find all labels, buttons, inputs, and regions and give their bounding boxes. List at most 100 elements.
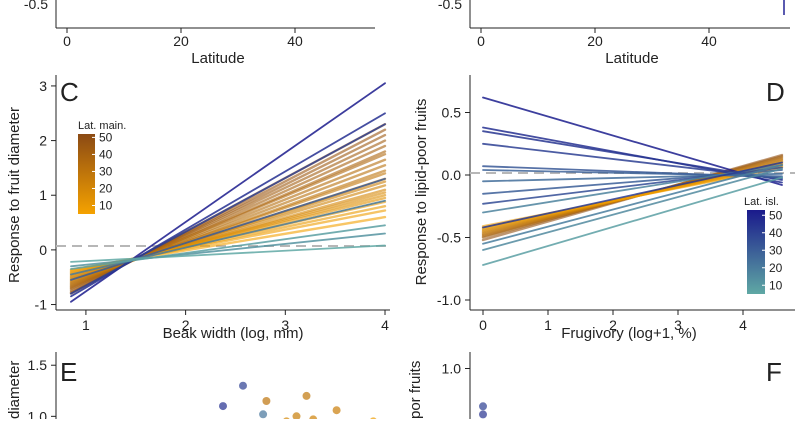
island-regression-line [482, 176, 783, 266]
x-tick-40: 40 [701, 28, 717, 49]
panel-c: C Response to fruit diameter -1 0 1 2 3 1 2 3 4… [6, 75, 390, 342]
x-tick-20: 20 [587, 28, 603, 49]
y-axis-title: Response to fruit diameter [6, 107, 23, 283]
island-regression-line [482, 161, 783, 229]
x-ticks: 1 2 3 4 [82, 310, 389, 333]
x-tick-label: 20 [587, 33, 603, 49]
x-tick-label: 1 [82, 317, 90, 333]
x-tick-label: 3 [281, 317, 289, 333]
legend-tick-label: 20 [769, 261, 783, 275]
scatter-point [479, 410, 487, 419]
scatter-point [302, 391, 311, 400]
x-tick-label: 4 [381, 317, 389, 333]
y-tick-label: 1.5 [28, 357, 48, 373]
legend-tick-label: 10 [99, 198, 113, 212]
scatter-point [479, 402, 487, 411]
legend-colorbar [747, 210, 765, 294]
x-tick-label: 1 [544, 317, 552, 333]
y-axis-title: por fruits [407, 361, 424, 419]
legend-ticks: 50 40 30 20 10 [762, 208, 783, 292]
points [219, 381, 378, 424]
panel-top-left: -0.5 0 20 40 Latitude [24, 0, 375, 67]
scatter-point [292, 412, 301, 421]
y-ticks: 1.5 1.0 [28, 357, 56, 424]
x-axis-title: Frugivory (log+1, %) [561, 325, 696, 342]
x-tick-20: 20 [173, 28, 189, 49]
legend-ticks: 50 40 30 20 10 [92, 130, 113, 212]
panel-f: F por fruits 1.00.5 [407, 352, 782, 419]
island-regression-line [482, 130, 783, 181]
island-regression-line [482, 167, 783, 251]
x-tick-0: 0 [477, 28, 485, 49]
island-regression-line [70, 177, 386, 281]
island-regression-line [482, 96, 783, 186]
legend-mainland-latitude: Lat. main. 50 40 30 20 10 [78, 120, 126, 214]
panel-letter-f: F [766, 357, 782, 387]
y-ticks: -1 0 1 2 3 [35, 78, 56, 313]
y-tick-label: 0 [39, 242, 47, 258]
legend-title: Lat. main. [78, 120, 126, 132]
legend-tick-label: 50 [99, 130, 113, 144]
y-tick-label: -1.0 [437, 292, 461, 308]
panel-d: D Response to lipid-poor fruits -1.0 -0.5… [413, 75, 795, 342]
x-tick-40: 40 [287, 28, 303, 49]
y-tick-label: -0.5 [438, 0, 462, 12]
y-ticks: -1.0 -0.5 0.0 0.5 [437, 105, 470, 308]
panel-top-right: -0.5 0 20 40 Latitude [438, 0, 790, 67]
y-tick-label: -0.5 [437, 230, 461, 246]
y-tick-label: 2 [39, 133, 47, 149]
scatter-point [259, 410, 268, 419]
legend-island-latitude: Lat. isl. 50 40 30 20 10 [744, 196, 783, 294]
legend-tick-label: 30 [769, 243, 783, 257]
island-regression-line [70, 123, 386, 295]
panel-e: E diameter 1.5 1.0 [6, 352, 378, 424]
y-ticks: 1.00.5 [442, 361, 470, 377]
legend-tick-label: 50 [769, 208, 783, 222]
island-regression-line [482, 164, 783, 245]
y-tick-label: -1 [35, 297, 48, 313]
legend-tick-label: 40 [769, 226, 783, 240]
regression-lines [69, 82, 387, 303]
panel-letter-e: E [60, 357, 77, 387]
x-tick-label: 2 [609, 317, 617, 333]
legend-tick-label: 40 [99, 147, 113, 161]
x-axis-title: Latitude [191, 50, 244, 67]
y-tick-label: 1 [39, 187, 47, 203]
legend-tick-label: 30 [99, 164, 113, 178]
y-tick-label: 0.5 [442, 105, 462, 121]
island-regression-line [70, 244, 386, 263]
x-ticks: 0 1 2 3 4 [479, 310, 747, 333]
x-tick-label: 0 [63, 33, 71, 49]
x-tick-label: 40 [701, 33, 717, 49]
x-tick-label: 0 [477, 33, 485, 49]
scatter-point [239, 381, 247, 390]
y-tick-label: 1.0 [442, 361, 462, 377]
scatter-point [262, 397, 271, 405]
scatter-point [332, 406, 341, 415]
legend-tick-label: 10 [769, 278, 783, 292]
legend-tick-label: 20 [99, 181, 113, 195]
scatter-point [219, 402, 227, 411]
legend-colorbar [78, 134, 95, 214]
y-tick-label: 3 [39, 78, 47, 94]
scatter-point [309, 415, 318, 424]
y-axis-title: diameter [6, 361, 23, 419]
points [479, 402, 487, 419]
y-tick-label: -0.5 [24, 0, 48, 12]
x-tick-label: 2 [182, 317, 190, 333]
y-tick-label: 1.0 [28, 408, 48, 419]
regression-lines [481, 96, 784, 266]
island-regression-line [482, 172, 783, 183]
x-tick-label: 20 [173, 33, 189, 49]
island-regression-line [70, 224, 386, 270]
y-axis-title: Response to lipid-poor fruits [413, 99, 430, 286]
x-tick-label: 40 [287, 33, 303, 49]
x-tick-label: 4 [739, 317, 747, 333]
x-tick-label: 0 [479, 317, 487, 333]
x-axis-title: Latitude [605, 50, 658, 67]
x-tick-0: 0 [63, 28, 71, 49]
legend-title: Lat. isl. [744, 196, 779, 208]
panel-letter-d: D [766, 77, 785, 107]
x-axis-title: Beak width (log, mm) [163, 325, 304, 342]
